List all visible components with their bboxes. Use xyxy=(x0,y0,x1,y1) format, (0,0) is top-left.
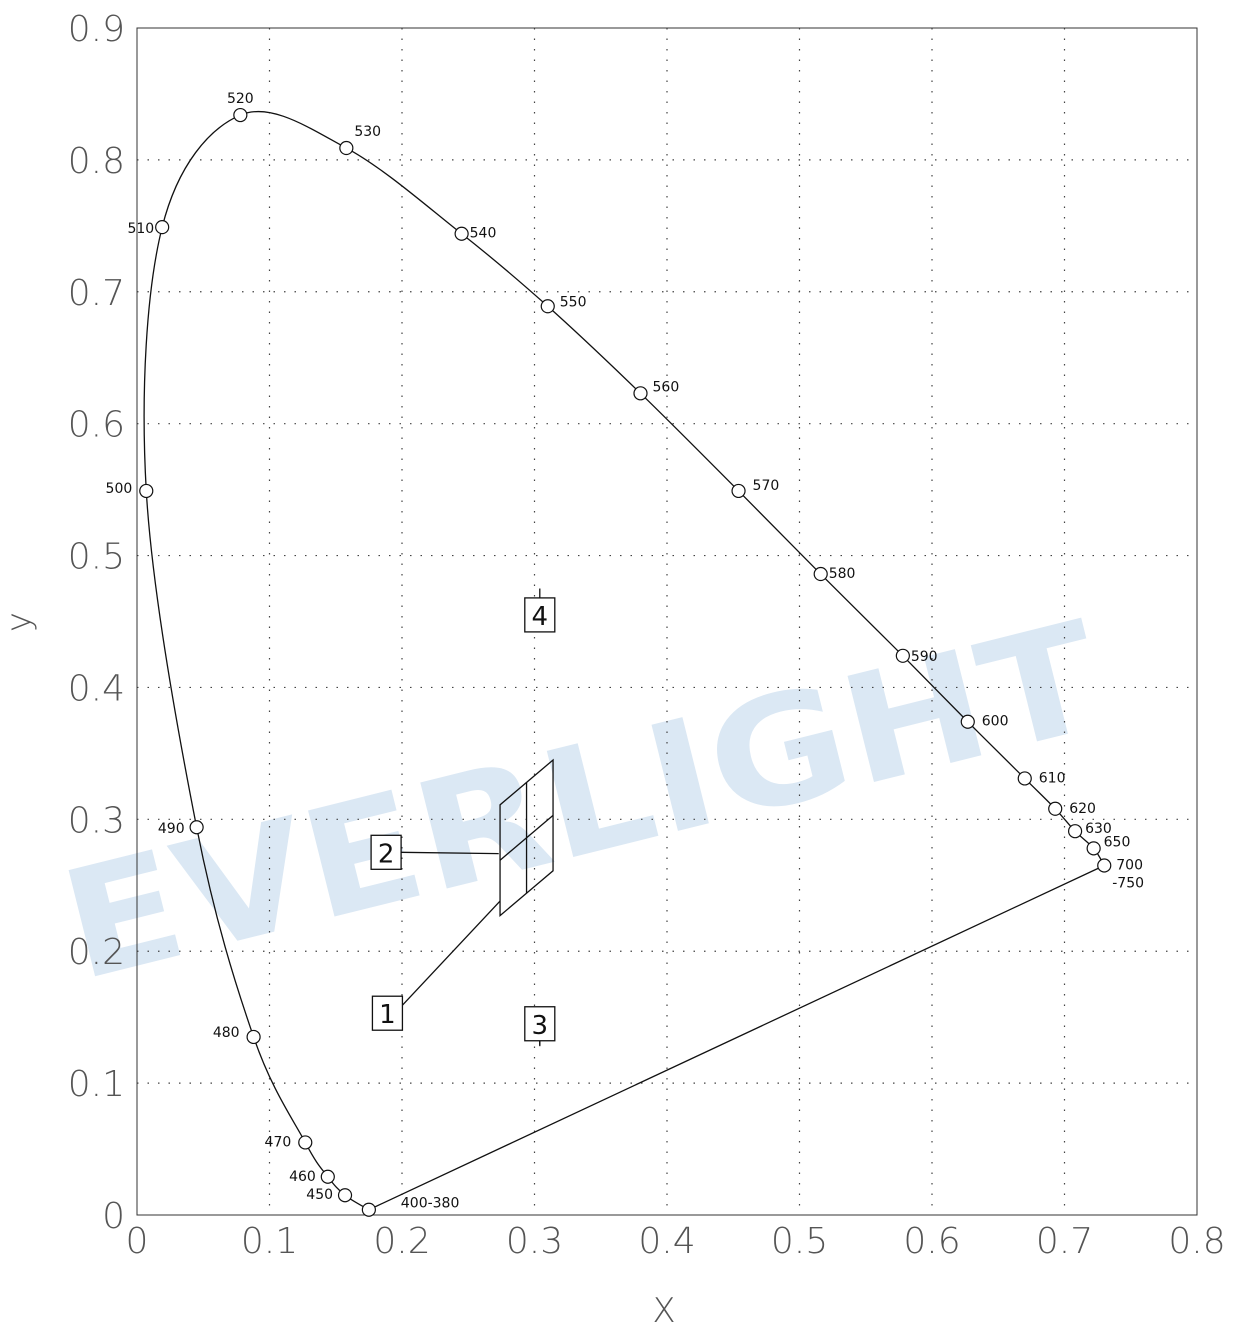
callout-leader xyxy=(401,851,499,855)
y-tick-label: 0.4 xyxy=(68,668,125,709)
x-tick-label: 0 xyxy=(126,1221,149,1262)
locus-marker xyxy=(1067,824,1083,839)
locus-marker xyxy=(361,1202,376,1217)
y-tick-label: 0.3 xyxy=(68,800,125,841)
callout-label: 2 xyxy=(378,839,395,869)
callout-label: 4 xyxy=(532,602,549,632)
wavelength-label: 600 xyxy=(982,714,1009,730)
y-axis-label: y xyxy=(0,612,39,632)
x-tick-label: 0.4 xyxy=(638,1221,695,1262)
locus-marker xyxy=(454,226,469,241)
wavelength-label: 650 xyxy=(1104,834,1131,850)
wavelength-label: 550 xyxy=(560,294,587,310)
wavelength-label: 530 xyxy=(354,124,381,140)
y-tick-label: 0.2 xyxy=(68,932,125,973)
y-tick-label: 0.7 xyxy=(68,273,125,314)
x-tick-label: 0.1 xyxy=(241,1221,298,1262)
locus-marker xyxy=(189,820,204,835)
locus-marker xyxy=(1017,771,1032,786)
wavelength-label: 480 xyxy=(213,1025,240,1041)
x-tick-label: 0.2 xyxy=(373,1221,430,1262)
spectral-locus-curve xyxy=(143,110,1105,1211)
callout-box xyxy=(524,1006,556,1042)
wavelength-label: 400-380 xyxy=(401,1196,460,1212)
y-tick-label: 0.1 xyxy=(68,1064,125,1105)
spectral-locus: 400-380 450 460 470 480 490 500 510 520 530 540 550… xyxy=(106,91,1144,1217)
purple-line xyxy=(368,864,1105,1211)
wavelength-label: 500 xyxy=(106,481,133,497)
callout-box xyxy=(524,597,556,633)
wavelength-label: 490 xyxy=(158,821,185,837)
locus-marker xyxy=(155,220,170,235)
wavelength-label: 560 xyxy=(653,379,680,395)
x-axis-label: X xyxy=(652,1291,675,1331)
wavelength-label: 580 xyxy=(829,566,856,582)
grid-lines xyxy=(137,28,1197,1215)
wavelength-label: 540 xyxy=(470,226,497,242)
wavelength-label: 610 xyxy=(1039,770,1066,786)
bin-quad-divider-h xyxy=(499,814,554,861)
y-tick-label: 0 xyxy=(102,1196,125,1237)
y-tick-label: 0.9 xyxy=(68,9,125,50)
wavelength-label: 460 xyxy=(289,1169,316,1185)
plot-frame xyxy=(136,27,1198,1216)
y-tick-label: 0.8 xyxy=(68,141,125,182)
locus-marker xyxy=(731,483,746,499)
callout-label: 1 xyxy=(379,1000,396,1030)
callout-box xyxy=(370,834,402,870)
wavelength-label: 700 -750 xyxy=(1112,857,1144,891)
x-tick-label: 0.7 xyxy=(1036,1221,1093,1262)
y-axis-ticks: 0 0.1 0.2 0.3 0.4 0.5 0.6 0.7 0.8 0.9 xyxy=(68,9,125,1237)
wavelength-label: 450 xyxy=(306,1187,333,1203)
locus-marker xyxy=(298,1135,313,1150)
bin-regions: 1 2 3 4 xyxy=(370,588,556,1047)
locus-marker xyxy=(139,483,154,499)
locus-marker xyxy=(233,107,248,123)
x-tick-label: 0.6 xyxy=(903,1221,960,1262)
wavelength-label: 520 xyxy=(227,91,254,107)
x-tick-label: 0.3 xyxy=(506,1221,563,1262)
wavelength-label: 470 xyxy=(265,1134,292,1150)
callout-box xyxy=(371,995,404,1031)
locus-marker xyxy=(813,566,828,582)
y-tick-label: 0.6 xyxy=(68,405,125,446)
y-tick-label: 0.5 xyxy=(68,537,125,578)
wavelength-label: 620 xyxy=(1069,801,1096,817)
locus-marker xyxy=(960,714,975,729)
x-tick-label: 0.8 xyxy=(1168,1221,1225,1262)
callout-leader xyxy=(401,900,501,1006)
locus-marker xyxy=(1086,841,1101,856)
x-axis-ticks: 0 0.1 0.2 0.3 0.4 0.5 0.6 0.7 0.8 xyxy=(126,1221,1226,1262)
wavelength-label: 570 xyxy=(753,478,780,494)
wavelength-label: 630 xyxy=(1085,821,1112,837)
locus-marker xyxy=(895,648,910,663)
wavelength-label: 510 xyxy=(127,221,154,237)
locus-marker xyxy=(633,386,648,401)
callout-label: 3 xyxy=(532,1011,549,1041)
bin-quad-outline xyxy=(499,758,554,918)
locus-marker xyxy=(540,299,555,314)
locus-marker xyxy=(1048,801,1063,816)
locus-marker xyxy=(1097,858,1112,873)
locus-marker xyxy=(337,1188,353,1203)
x-tick-label: 0.5 xyxy=(771,1221,828,1262)
locus-marker xyxy=(320,1169,335,1184)
locus-marker xyxy=(246,1029,261,1045)
wavelength-label: 590 xyxy=(911,649,938,665)
locus-marker xyxy=(339,140,354,156)
